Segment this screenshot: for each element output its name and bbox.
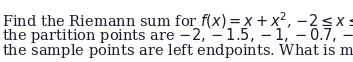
Text: Find the Riemann sum for $f(x) = x + x^2$, $-2 \leq x \leq 0$, if: Find the Riemann sum for $f(x) = x + x^2… [2,10,353,31]
Text: the partition points are $-2, -1.5, -1, -0.7, -0.4, 0$ and: the partition points are $-2, -1.5, -1, … [2,26,353,45]
Text: the sample points are left endpoints. What is m\hspace{0.01em}ax $\Delta x_i$?: the sample points are left endpoints. Wh… [2,41,353,60]
